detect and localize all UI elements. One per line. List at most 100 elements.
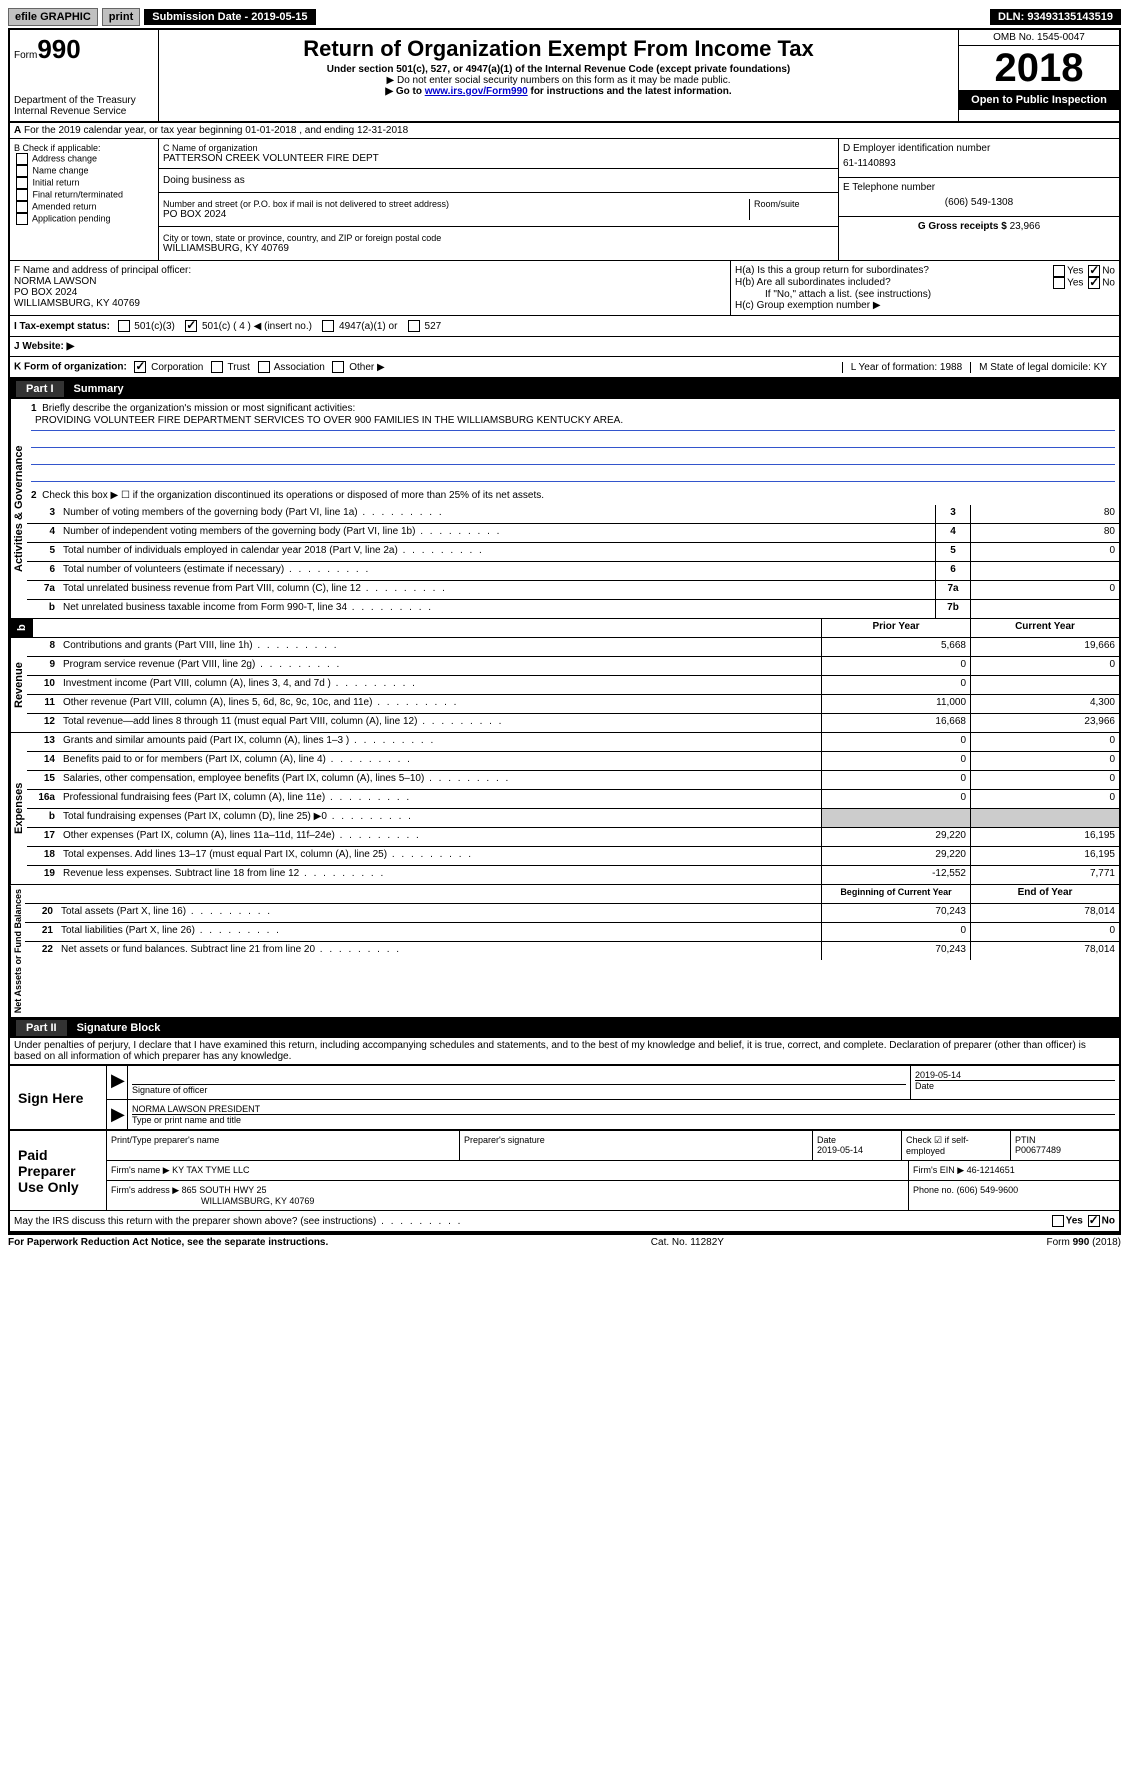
firm-ein: 46-1214651	[967, 1165, 1015, 1175]
sign-here-label: Sign Here	[10, 1066, 107, 1129]
pra-notice: For Paperwork Reduction Act Notice, see …	[8, 1237, 328, 1248]
ptin-label: PTIN	[1015, 1135, 1036, 1145]
subtitle-2: ▶ Do not enter social security numbers o…	[163, 75, 954, 86]
summary-row: 13Grants and similar amounts paid (Part …	[27, 733, 1119, 752]
ein-label: D Employer identification number	[843, 143, 1115, 154]
self-emp-label: Check ☑ if self-employed	[902, 1131, 1011, 1160]
yes-label-3: Yes	[1066, 1216, 1083, 1227]
tax-status-option[interactable]: 4947(a)(1) or	[320, 321, 405, 332]
ha-label: H(a) Is this a group return for subordin…	[735, 265, 929, 277]
room-label: Room/suite	[749, 199, 834, 220]
mission-text: PROVIDING VOLUNTEER FIRE DEPARTMENT SERV…	[31, 414, 1115, 431]
box-b-option[interactable]: Initial return	[14, 177, 154, 189]
row-i-label: I Tax-exempt status:	[14, 321, 110, 332]
tax-status-option[interactable]: 501(c) ( 4 ) ◀ (insert no.)	[183, 321, 320, 332]
top-bar: efile GRAPHIC print Submission Date - 20…	[8, 8, 1121, 26]
hb-yes[interactable]	[1053, 277, 1065, 289]
begin-year-head: Beginning of Current Year	[821, 885, 970, 903]
summary-row: 11Other revenue (Part VIII, column (A), …	[27, 695, 1119, 714]
discuss-no[interactable]	[1088, 1215, 1100, 1227]
prep-name-label: Print/Type preparer's name	[107, 1131, 460, 1160]
yes-label-2: Yes	[1067, 278, 1083, 289]
summary-row: 9Program service revenue (Part VIII, lin…	[27, 657, 1119, 676]
sig-date: 2019-05-14	[915, 1070, 1115, 1080]
summary-row: 3Number of voting members of the governi…	[27, 505, 1119, 524]
box-b-option[interactable]: Address change	[14, 153, 154, 165]
officer-label: F Name and address of principal officer:	[14, 265, 726, 276]
discuss-yes[interactable]	[1052, 1215, 1064, 1227]
org-form-option[interactable]: Other ▶	[330, 362, 390, 373]
part2-title: Signature Block	[77, 1022, 161, 1034]
vlabel-revenue: Revenue	[10, 638, 27, 732]
ha-yes[interactable]	[1053, 265, 1065, 277]
summary-row: 7aTotal unrelated business revenue from …	[27, 581, 1119, 600]
end-year-head: End of Year	[970, 885, 1119, 903]
dln: DLN: 93493135143519	[990, 9, 1121, 25]
officer-addr: PO BOX 2024	[14, 287, 726, 298]
vlabel-net: Net Assets or Fund Balances	[10, 885, 25, 1017]
tax-year: 2018	[959, 46, 1119, 90]
firm-addr-label: Firm's address ▶	[111, 1185, 179, 1195]
hb-label: H(b) Are all subordinates included?	[735, 277, 891, 289]
gross-label: G Gross receipts $	[918, 221, 1007, 232]
row-l: L Year of formation: 1988	[842, 362, 970, 373]
box-b-option[interactable]: Application pending	[14, 213, 154, 225]
no-label: No	[1102, 266, 1115, 277]
efile-btn[interactable]: efile GRAPHIC	[8, 8, 98, 26]
form-ref: Form 990 (2018)	[1047, 1237, 1121, 1248]
summary-row: 18Total expenses. Add lines 13–17 (must …	[27, 847, 1119, 866]
vlabel-expenses: Expenses	[10, 733, 27, 884]
summary-row: 17Other expenses (Part IX, column (A), l…	[27, 828, 1119, 847]
summary-row: bNet unrelated business taxable income f…	[27, 600, 1119, 618]
summary-row: 4Number of independent voting members of…	[27, 524, 1119, 543]
summary-row: 16aProfessional fundraising fees (Part I…	[27, 790, 1119, 809]
typed-label: Type or print name and title	[132, 1114, 1115, 1125]
summary-row: 6Total number of volunteers (estimate if…	[27, 562, 1119, 581]
addr-label: Number and street (or P.O. box if mail i…	[163, 199, 749, 209]
org-form-option[interactable]: Association	[256, 362, 331, 373]
discuss-label: May the IRS discuss this return with the…	[14, 1216, 1050, 1227]
current-year-head: Current Year	[970, 619, 1119, 637]
vlabel-governance: Activities & Governance	[10, 399, 27, 618]
summary-row: 15Salaries, other compensation, employee…	[27, 771, 1119, 790]
firm-addr2: WILLIAMSBURG, KY 40769	[111, 1196, 314, 1206]
tax-status-option[interactable]: 501(c)(3)	[116, 321, 184, 332]
box-b-option[interactable]: Final return/terminated	[14, 189, 154, 201]
no-label-2: No	[1102, 278, 1115, 289]
phone-label: E Telephone number	[843, 182, 1115, 193]
sig-officer-label: Signature of officer	[132, 1084, 906, 1095]
org-form-option[interactable]: Trust	[209, 362, 256, 373]
form-number: 990	[37, 34, 80, 64]
org-address: PO BOX 2024	[163, 209, 749, 220]
firm-phone: (606) 549-9600	[957, 1185, 1019, 1195]
yes-label: Yes	[1067, 266, 1083, 277]
q1: Briefly describe the organization's miss…	[42, 403, 355, 414]
prior-year-head: Prior Year	[821, 619, 970, 637]
summary-row: 12Total revenue—add lines 8 through 11 (…	[27, 714, 1119, 732]
paid-preparer-label: Paid Preparer Use Only	[10, 1131, 107, 1210]
summary-row: bTotal fundraising expenses (Part IX, co…	[27, 809, 1119, 828]
subtitle-1: Under section 501(c), 527, or 4947(a)(1)…	[163, 64, 954, 75]
form-title: Return of Organization Exempt From Incom…	[163, 36, 954, 62]
irs-link[interactable]: www.irs.gov/Form990	[425, 86, 528, 97]
summary-row: 19Revenue less expenses. Subtract line 1…	[27, 866, 1119, 884]
box-b: B Check if applicable: Address change Na…	[10, 139, 159, 260]
summary-row: 5Total number of individuals employed in…	[27, 543, 1119, 562]
line-a: For the 2019 calendar year, or tax year …	[24, 125, 408, 136]
hb-note: If "No," attach a list. (see instruction…	[735, 289, 1115, 300]
summary-row: 22Net assets or fund balances. Subtract …	[25, 942, 1119, 960]
sig-date-label: Date	[915, 1080, 1115, 1091]
dept-label: Department of the Treasury Internal Reve…	[14, 95, 154, 117]
form-container: Form990 Department of the Treasury Inter…	[8, 28, 1121, 1235]
tax-status-option[interactable]: 527	[406, 321, 450, 332]
hb-no[interactable]	[1088, 277, 1100, 289]
box-b-option[interactable]: Name change	[14, 165, 154, 177]
officer-city: WILLIAMSBURG, KY 40769	[14, 298, 726, 309]
gross-value: 23,966	[1010, 221, 1041, 232]
print-btn[interactable]: print	[102, 8, 140, 26]
part1-title: Summary	[74, 383, 124, 395]
box-b-option[interactable]: Amended return	[14, 201, 154, 213]
prep-date-label: Date	[817, 1135, 836, 1145]
box-b-title: B Check if applicable:	[14, 143, 154, 153]
org-form-option[interactable]: Corporation	[132, 362, 209, 373]
